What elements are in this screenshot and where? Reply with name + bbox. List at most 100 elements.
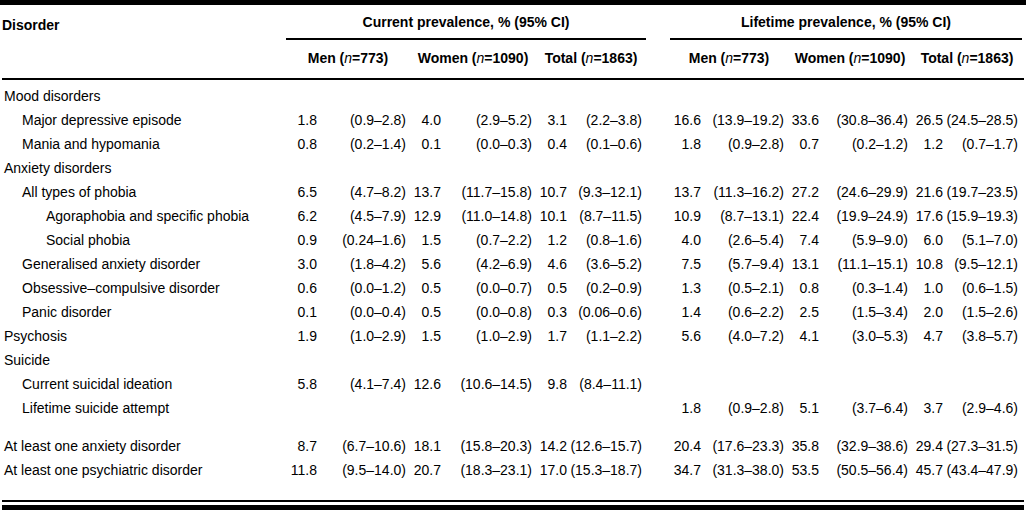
value-cell: 27.2(24.6–29.9) bbox=[788, 184, 912, 200]
prevalence-value: 0.1 bbox=[410, 136, 441, 152]
value-cell: 4.7(3.8–5.7) bbox=[912, 328, 1022, 344]
confidence-interval: (13.9–19.2) bbox=[701, 112, 784, 128]
value-cell: 22.4(19.9–24.9) bbox=[788, 208, 912, 224]
value-cell: 13.7(11.3–16.2) bbox=[670, 184, 788, 200]
confidence-interval: (3.7–6.4) bbox=[819, 400, 908, 416]
prevalence-value: 0.8 bbox=[788, 280, 819, 296]
prevalence-value: 5.1 bbox=[788, 400, 819, 416]
table-header-groups: Disorder Current prevalence, % (95% CI) … bbox=[2, 5, 1024, 40]
confidence-interval: (3.8–5.7) bbox=[943, 328, 1018, 344]
value-cell: 0.5(0.2–0.9) bbox=[536, 280, 646, 296]
data-row: Major depressive episode1.8(0.9–2.8)4.0(… bbox=[2, 108, 1024, 132]
prevalence-value: 4.1 bbox=[788, 328, 819, 344]
confidence-interval: (0.0–0.7) bbox=[441, 280, 532, 296]
confidence-interval: (0.1–0.6) bbox=[567, 136, 642, 152]
prevalence-value: 3.7 bbox=[912, 400, 943, 416]
row-label: Agoraphobia and specific phobia bbox=[2, 208, 286, 224]
confidence-interval: (50.5–56.4) bbox=[819, 462, 908, 478]
prevalence-value: 1.5 bbox=[410, 328, 441, 344]
prevalence-value: 4.6 bbox=[536, 256, 567, 272]
confidence-interval: (10.6–14.5) bbox=[441, 376, 532, 392]
prevalence-value: 34.7 bbox=[670, 462, 701, 478]
group-header-lifetime-prevalence: Lifetime prevalence, % (95% CI) bbox=[670, 14, 1022, 40]
value-cell: 0.9(0.24–1.6) bbox=[286, 232, 410, 248]
prevalence-value: 0.8 bbox=[286, 136, 317, 152]
prevalence-value: 1.9 bbox=[286, 328, 317, 344]
data-row: Generalised anxiety disorder3.0(1.8–4.2)… bbox=[2, 252, 1024, 276]
prevalence-value: 4.7 bbox=[912, 328, 943, 344]
value-cell: 4.6(3.6–5.2) bbox=[536, 256, 646, 272]
value-cell: 0.5(0.0–0.8) bbox=[410, 304, 536, 320]
row-label: Panic disorder bbox=[2, 304, 286, 320]
value-cell: 7.4(5.9–9.0) bbox=[788, 232, 912, 248]
prevalence-table: Disorder Current prevalence, % (95% CI) … bbox=[0, 0, 1026, 510]
prevalence-value: 45.7 bbox=[912, 462, 943, 478]
prevalence-value: 0.4 bbox=[536, 136, 567, 152]
prevalence-value: 0.5 bbox=[410, 280, 441, 296]
row-label: Generalised anxiety disorder bbox=[2, 256, 286, 272]
confidence-interval: (4.2–6.9) bbox=[441, 256, 532, 272]
prevalence-value: 0.6 bbox=[286, 280, 317, 296]
value-cell: 0.1(0.0–0.4) bbox=[286, 304, 410, 320]
prevalence-value: 3.0 bbox=[286, 256, 317, 272]
prevalence-value: 21.6 bbox=[912, 184, 943, 200]
value-cell: 0.3(0.06–0.6) bbox=[536, 304, 646, 320]
row-label: At least one psychiatric disorder bbox=[2, 462, 286, 478]
value-cell: 20.4(17.6–23.3) bbox=[670, 438, 788, 454]
confidence-interval: (9.5–14.0) bbox=[317, 462, 406, 478]
confidence-interval: (1.5–2.6) bbox=[943, 304, 1018, 320]
value-cell: 7.5(5.7–9.4) bbox=[670, 256, 788, 272]
prevalence-value: 4.0 bbox=[410, 112, 441, 128]
confidence-interval: (18.3–23.1) bbox=[441, 462, 532, 478]
prevalence-value: 12.6 bbox=[410, 376, 441, 392]
prevalence-value: 22.4 bbox=[788, 208, 819, 224]
prevalence-value: 10.8 bbox=[912, 256, 943, 272]
value-cell: 21.6(19.7–23.5) bbox=[912, 184, 1022, 200]
prevalence-value: 16.6 bbox=[670, 112, 701, 128]
confidence-interval: (5.1–7.0) bbox=[943, 232, 1018, 248]
value-cell: 20.7(18.3–23.1) bbox=[410, 462, 536, 478]
data-row: Panic disorder0.1(0.0–0.4)0.5(0.0–0.8)0.… bbox=[2, 300, 1024, 324]
value-cell: 34.7(31.3–38.0) bbox=[670, 462, 788, 478]
value-cell: 0.4(0.1–0.6) bbox=[536, 136, 646, 152]
data-row: Obsessive–compulsive disorder0.6(0.0–1.2… bbox=[2, 276, 1024, 300]
value-cell: 26.5(24.5–28.5) bbox=[912, 112, 1022, 128]
prevalence-value: 1.2 bbox=[912, 136, 943, 152]
prevalence-value: 0.1 bbox=[286, 304, 317, 320]
confidence-interval: (4.1–7.4) bbox=[317, 376, 406, 392]
prevalence-value: 11.8 bbox=[286, 462, 317, 478]
prevalence-value: 3.1 bbox=[536, 112, 567, 128]
value-cell: 10.7(9.3–12.1) bbox=[536, 184, 646, 200]
confidence-interval: (1.0–2.9) bbox=[441, 328, 532, 344]
row-label: Mania and hypomania bbox=[2, 136, 286, 152]
prevalence-value: 5.8 bbox=[286, 376, 317, 392]
value-cell: 1.5(0.7–2.2) bbox=[410, 232, 536, 248]
confidence-interval: (0.06–0.6) bbox=[567, 304, 642, 320]
prevalence-value: 9.8 bbox=[536, 376, 567, 392]
value-cell: 1.8(0.9–2.8) bbox=[286, 112, 410, 128]
prevalence-value: 1.8 bbox=[286, 112, 317, 128]
value-cell: 0.8(0.2–1.4) bbox=[286, 136, 410, 152]
row-label: Mood disorders bbox=[2, 88, 286, 104]
section-row: Anxiety disorders bbox=[2, 156, 1024, 180]
value-cell: 17.0(15.3–18.7) bbox=[536, 462, 646, 478]
prevalence-value: 5.6 bbox=[670, 328, 701, 344]
value-cell: 29.4(27.3–31.5) bbox=[912, 438, 1022, 454]
prevalence-value: 13.7 bbox=[670, 184, 701, 200]
prevalence-value: 6.0 bbox=[912, 232, 943, 248]
value-cell: 9.8(8.4–11.1) bbox=[536, 376, 646, 392]
prevalence-value: 1.5 bbox=[410, 232, 441, 248]
value-cell: 4.0(2.9–5.2) bbox=[410, 112, 536, 128]
value-cell: 12.9(11.0–14.8) bbox=[410, 208, 536, 224]
confidence-interval: (24.6–29.9) bbox=[819, 184, 908, 200]
value-cell: 3.0(1.8–4.2) bbox=[286, 256, 410, 272]
confidence-interval: (24.5–28.5) bbox=[943, 112, 1018, 128]
confidence-interval: (19.9–24.9) bbox=[819, 208, 908, 224]
confidence-interval: (2.6–5.4) bbox=[701, 232, 784, 248]
data-row: Lifetime suicide attempt1.8(0.9–2.8)5.1(… bbox=[2, 396, 1024, 420]
value-cell: 0.8(0.3–1.4) bbox=[788, 280, 912, 296]
confidence-interval: (11.1–15.1) bbox=[819, 256, 908, 272]
value-cell: 2.0(1.5–2.6) bbox=[912, 304, 1022, 320]
confidence-interval: (1.1–2.2) bbox=[567, 328, 642, 344]
confidence-interval: (0.9–2.8) bbox=[701, 400, 784, 416]
